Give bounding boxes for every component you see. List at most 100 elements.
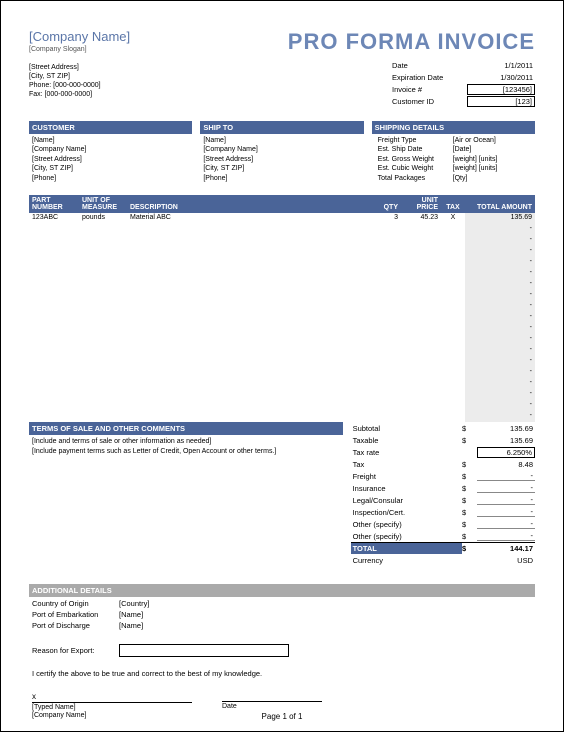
totals-currency: CurrencyUSD (351, 554, 535, 566)
totals-sym: $ (462, 424, 477, 433)
customer-company: [Company Name] (29, 145, 192, 154)
table-row-blank: - (29, 279, 535, 290)
totals-value: - (477, 519, 535, 529)
meta-exp-row: Expiration Date 1/30/2011 (288, 71, 535, 83)
meta-invno-label: Invoice # (392, 85, 467, 94)
shipto-col: SHIP TO [Name] [Company Name] [Street Ad… (200, 121, 363, 185)
totals-value: 8.48 (477, 460, 535, 469)
shipping-value: [weight] [units] (450, 155, 501, 164)
totals-value: 6.250% (477, 447, 535, 458)
table-row-blank: - (29, 257, 535, 268)
page: [Company Name] [Company Slogan] [Street … (0, 0, 564, 732)
totals-row: Tax rate 6.250% (351, 446, 535, 458)
cell-total: - (465, 257, 535, 268)
signature-line (32, 702, 192, 703)
cell-total: - (465, 356, 535, 367)
additional-value: [Name] (119, 621, 143, 632)
table-row-blank: - (29, 312, 535, 323)
cell-total: - (465, 224, 535, 235)
totals-value: - (477, 507, 535, 517)
meta-exp-label: Expiration Date (392, 73, 467, 82)
company-name: [Company Name] (29, 29, 189, 44)
shipto-phone: [Phone] (200, 174, 363, 183)
cell-qty: 3 (373, 213, 401, 224)
totals-value: - (477, 531, 535, 541)
customer-col: CUSTOMER [Name] [Company Name] [Street A… (29, 121, 192, 185)
shipping-row: Total Packages[Qty] (372, 174, 535, 183)
additional-value: [Country] (119, 599, 149, 610)
meta-date-row: Date 1/1/2011 (288, 59, 535, 71)
terms-line2: [Include payment terms such as Letter of… (32, 447, 340, 456)
table-row-blank: - (29, 334, 535, 345)
totals-grand-sym: $ (462, 544, 477, 553)
additional-body: Country of Origin[Country]Port of Embark… (29, 597, 535, 634)
shipto-company: [Company Name] (200, 145, 363, 154)
customer-name: [Name] (29, 136, 192, 145)
totals-label: Legal/Consular (351, 496, 462, 505)
reason-box[interactable] (119, 644, 289, 657)
additional-section: ADDITIONAL DETAILS Country of Origin[Cou… (29, 584, 535, 719)
totals-value: - (477, 495, 535, 505)
additional-label: Country of Origin (29, 599, 119, 610)
certify-text: I certify the above to be true and corre… (29, 669, 535, 678)
below-items: TERMS OF SALE AND OTHER COMMENTS [Includ… (29, 422, 535, 566)
totals-label: Insurance (351, 484, 462, 493)
shipto-header: SHIP TO (200, 121, 363, 134)
customer-phone: [Phone] (29, 174, 192, 183)
totals-value: - (477, 471, 535, 481)
totals-sym: $ (462, 496, 477, 505)
table-row-blank: - (29, 246, 535, 257)
company-city: [City, ST ZIP] (29, 72, 189, 81)
meta-date-label: Date (392, 61, 467, 70)
th-uom: UNIT OF MEASURE (79, 195, 127, 213)
totals-label: Tax rate (351, 448, 462, 457)
title-block: PRO FORMA INVOICE Date 1/1/2011 Expirati… (288, 29, 535, 107)
table-row-blank: - (29, 290, 535, 301)
totals-grand-value: 144.17 (477, 544, 535, 553)
additional-row: Country of Origin[Country] (29, 599, 535, 610)
cell-total: - (465, 367, 535, 378)
shipping-label: Freight Type (375, 136, 450, 145)
totals-row: Subtotal$135.69 (351, 422, 535, 434)
table-row-blank: - (29, 224, 535, 235)
totals-value: 135.69 (477, 436, 535, 445)
meta-invno-value: [123456] (467, 84, 535, 95)
totals-label: Other (specify) (351, 532, 462, 541)
th-tax: TAX (441, 195, 465, 213)
cell-uom: pounds (79, 213, 127, 224)
shipping-label: Est. Ship Date (375, 145, 450, 154)
additional-header: ADDITIONAL DETAILS (29, 584, 535, 597)
shipping-value: [Air or Ocean] (450, 136, 499, 145)
totals-row: Tax$8.48 (351, 458, 535, 470)
cell-desc: Material ABC (127, 213, 373, 224)
header: [Company Name] [Company Slogan] [Street … (29, 29, 535, 107)
shipping-body: Freight Type[Air or Ocean]Est. Ship Date… (372, 134, 535, 185)
th-part: PART NUMBER (29, 195, 79, 213)
cell-total: - (465, 235, 535, 246)
totals-row: Legal/Consular$- (351, 494, 535, 506)
table-row-blank: - (29, 235, 535, 246)
totals-label: Other (specify) (351, 520, 462, 529)
terms-block: TERMS OF SALE AND OTHER COMMENTS [Includ… (29, 422, 343, 566)
company-block: [Company Name] [Company Slogan] [Street … (29, 29, 189, 107)
totals-sym: $ (462, 484, 477, 493)
items-header: PART NUMBER UNIT OF MEASURE DESCRIPTION … (29, 195, 535, 213)
th-price: UNIT PRICE (401, 195, 441, 213)
th-qty: QTY (373, 195, 401, 213)
meta-table: Date 1/1/2011 Expiration Date 1/30/2011 … (288, 59, 535, 107)
page-number: Page 1 of 1 (1, 712, 563, 721)
totals-sym: $ (462, 460, 477, 469)
totals-row: Freight$- (351, 470, 535, 482)
totals-row: Insurance$- (351, 482, 535, 494)
cell-total: - (465, 400, 535, 411)
shipping-row: Est. Cubic Weight[weight] [units] (372, 164, 535, 173)
cell-total: - (465, 301, 535, 312)
cell-total: - (465, 312, 535, 323)
cell-total: - (465, 345, 535, 356)
cell-total: - (465, 411, 535, 422)
shipping-value: [weight] [units] (450, 164, 501, 173)
totals-grand-label: TOTAL (351, 543, 462, 554)
th-desc: DESCRIPTION (127, 195, 373, 213)
table-row: 123ABCpoundsMaterial ABC345.23X135.69 (29, 213, 535, 224)
table-row-blank: - (29, 400, 535, 411)
